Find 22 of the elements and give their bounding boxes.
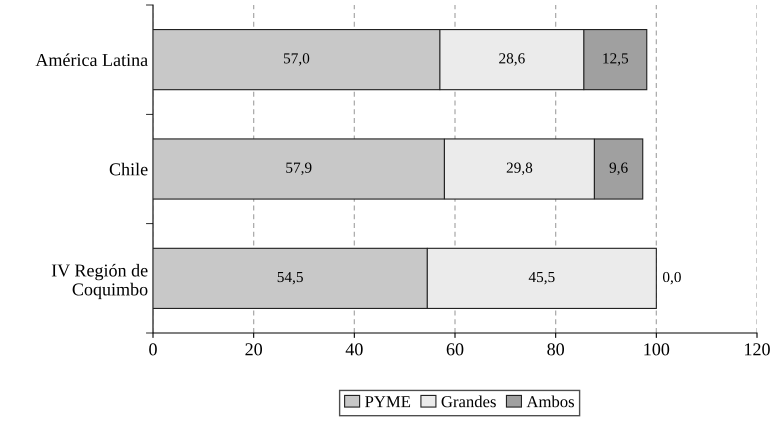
- legend-label: PYME: [365, 396, 410, 408]
- legend-label: Grandes: [442, 396, 496, 408]
- x-tick-label: 40: [346, 343, 363, 356]
- x-tick-label: 80: [547, 343, 564, 356]
- data-label: 54,5: [278, 272, 303, 284]
- data-label: 0,0: [662, 272, 681, 284]
- x-tick-label: 20: [245, 343, 262, 356]
- x-tick-label: 100: [644, 343, 670, 356]
- data-label: 9,6: [610, 162, 628, 176]
- y-tick-label: América Latina: [36, 53, 148, 66]
- data-label: 29,8: [506, 162, 532, 176]
- data-label: 12,5: [603, 53, 628, 66]
- data-label: 57,0: [284, 53, 310, 66]
- legend-label: Ambos: [526, 396, 574, 408]
- data-label: 28,6: [499, 53, 525, 66]
- data-label: 57,9: [286, 162, 312, 176]
- y-tick-label: Chile: [110, 162, 148, 176]
- y-tick-label: IV Región de Coquimbo: [52, 264, 148, 300]
- x-tick-label: 60: [446, 343, 464, 356]
- x-tick-label: 0: [149, 343, 157, 356]
- x-tick-label: 120: [745, 343, 770, 356]
- data-label: 45,5: [528, 272, 555, 284]
